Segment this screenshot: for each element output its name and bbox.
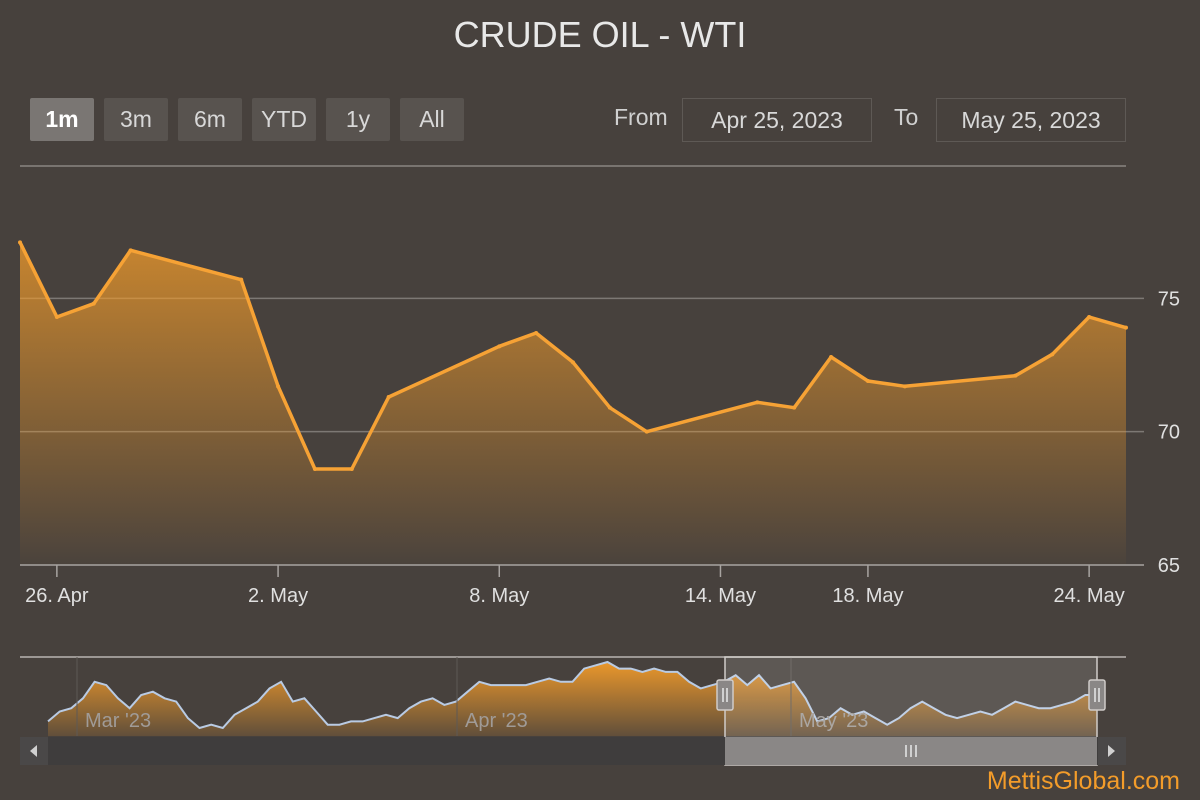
data-point-15 — [792, 405, 797, 410]
range-button-6m[interactable]: 6m — [178, 98, 242, 141]
y-tick-label-65: 65 — [1158, 555, 1180, 577]
data-point-11 — [571, 360, 575, 365]
data-point-22 — [1124, 325, 1128, 330]
from-date-input[interactable]: Apr 25, 2023 — [682, 98, 872, 142]
from-label: From — [614, 104, 668, 130]
data-point-1 — [54, 315, 59, 319]
to-date-input[interactable]: May 25, 2023 — [936, 98, 1126, 142]
navigator-label-1: Apr '23 — [465, 710, 528, 732]
data-point-2 — [91, 301, 96, 306]
range-button-all[interactable]: All — [400, 98, 464, 141]
navigator-area-fill — [48, 662, 1097, 736]
navigator-line — [47, 660, 1097, 730]
scroll-right-arrow-icon — [1108, 745, 1115, 757]
data-point-0 — [18, 240, 22, 245]
navigator-label-0: Mar '23 — [85, 710, 151, 732]
data-point-14 — [755, 400, 760, 405]
data-point-4 — [239, 277, 244, 282]
range-button-3m[interactable]: 3m — [104, 98, 168, 141]
range-button-1m[interactable]: 1m — [30, 98, 94, 141]
data-point-9 — [497, 344, 502, 349]
data-point-8 — [386, 395, 391, 399]
x-tick-label-0: 26. Apr — [25, 585, 89, 607]
to-label: To — [894, 104, 919, 130]
data-point-20 — [1050, 352, 1055, 357]
data-point-19 — [1013, 373, 1018, 378]
x-tick-label-1: 2. May — [248, 585, 308, 607]
data-point-7 — [349, 467, 354, 471]
x-tick-label-5: 24. May — [1054, 585, 1125, 607]
navigator-handle-right[interactable] — [1088, 679, 1106, 711]
data-point-6 — [312, 467, 317, 471]
brand-watermark: MettisGlobal.com — [986, 767, 1180, 795]
y-tick-label-75: 75 — [1158, 288, 1180, 310]
data-point-3 — [128, 248, 133, 253]
navigator-label-2: May '23 — [799, 710, 868, 732]
price-area-fill — [20, 242, 1126, 566]
x-tick-label-3: 14. May — [685, 585, 756, 607]
data-point-13 — [644, 429, 649, 434]
data-point-16 — [829, 355, 834, 359]
range-button-1y[interactable]: 1y — [326, 98, 390, 141]
x-tick-label-4: 18. May — [832, 585, 903, 607]
data-point-12 — [607, 405, 612, 410]
navigator-handle-left[interactable] — [716, 679, 734, 711]
data-point-18 — [902, 384, 907, 389]
data-point-5 — [276, 384, 281, 389]
x-tick-label-2: 8. May — [469, 585, 529, 607]
range-button-ytd[interactable]: YTD — [252, 98, 316, 141]
scroll-left-arrow-icon — [30, 745, 37, 757]
data-point-17 — [865, 379, 870, 383]
data-point-21 — [1087, 315, 1092, 319]
data-point-10 — [534, 331, 539, 335]
chart-title: CRUDE OIL - WTI — [453, 14, 747, 55]
y-tick-label-70: 70 — [1158, 422, 1180, 444]
